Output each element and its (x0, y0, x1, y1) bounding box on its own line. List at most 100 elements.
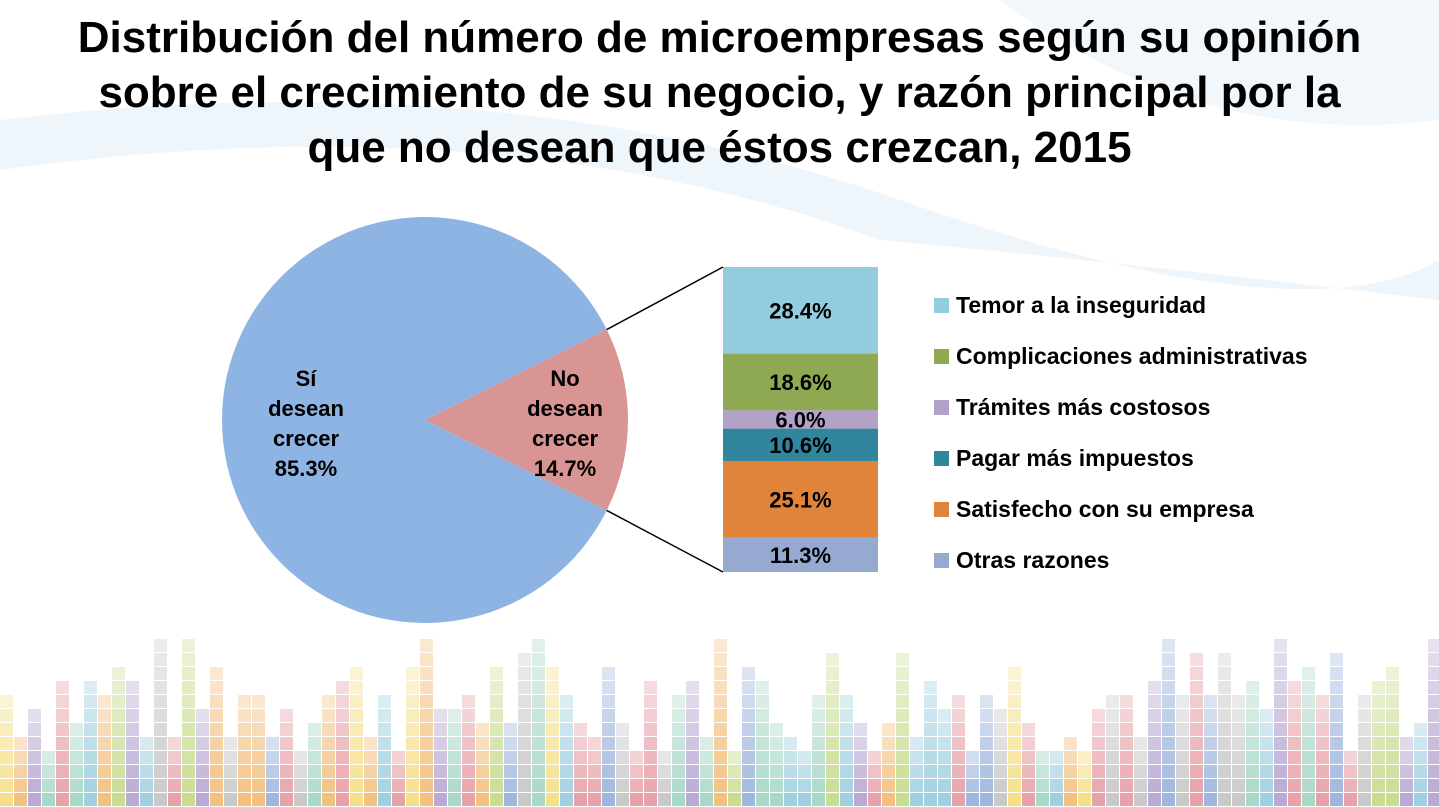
mosaic-tile (1246, 695, 1259, 708)
mosaic-tile (266, 793, 279, 806)
mosaic-tile (770, 793, 783, 806)
mosaic-tile (1288, 709, 1301, 722)
mosaic-tile (770, 779, 783, 792)
mosaic-tile (742, 793, 755, 806)
mosaic-tile (574, 751, 587, 764)
mosaic-tile (84, 709, 97, 722)
mosaic-tile (756, 765, 769, 778)
bar-data-label-1: 28.4% (769, 298, 831, 323)
mosaic-tile (504, 779, 517, 792)
mosaic-tile (126, 793, 139, 806)
mosaic-tile (1414, 751, 1427, 764)
mosaic-tile (1358, 779, 1371, 792)
mosaic-tile (1204, 695, 1217, 708)
mosaic-tile (322, 737, 335, 750)
mosaic-tile (1092, 709, 1105, 722)
mosaic-tile (1372, 765, 1385, 778)
mosaic-tile (1330, 723, 1343, 736)
mosaic-tile (1064, 751, 1077, 764)
mosaic-tile (350, 723, 363, 736)
mosaic-tile (714, 639, 727, 652)
mosaic-tile (980, 737, 993, 750)
mosaic-tile (1008, 737, 1021, 750)
mosaic-tile (1162, 793, 1175, 806)
mosaic-tile (854, 723, 867, 736)
mosaic-tile (546, 779, 559, 792)
mosaic-tile (1148, 695, 1161, 708)
mosaic-tile (434, 709, 447, 722)
mosaic-tile (1274, 793, 1287, 806)
mosaic-tile (644, 779, 657, 792)
mosaic-tile (1050, 765, 1063, 778)
mosaic-tile (546, 751, 559, 764)
mosaic-tile (378, 695, 391, 708)
mosaic-tile (448, 793, 461, 806)
mosaic-tile (1274, 709, 1287, 722)
mosaic-tile (1134, 793, 1147, 806)
mosaic-tile (182, 695, 195, 708)
mosaic-tile (1036, 779, 1049, 792)
mosaic-tile (462, 737, 475, 750)
mosaic-tile (280, 765, 293, 778)
mosaic-tile (336, 765, 349, 778)
mosaic-tile (1204, 737, 1217, 750)
mosaic-tile (630, 793, 643, 806)
mosaic-tile (490, 695, 503, 708)
mosaic-tile (196, 765, 209, 778)
mosaic-tile (154, 639, 167, 652)
mosaic-tile (560, 793, 573, 806)
mosaic-tile (84, 779, 97, 792)
mosaic-tile (896, 765, 909, 778)
mosaic-tile (1120, 779, 1133, 792)
mosaic-tile (462, 709, 475, 722)
mosaic-tile (630, 779, 643, 792)
mosaic-tile (574, 723, 587, 736)
mosaic-tile (350, 737, 363, 750)
mosaic-tile (616, 793, 629, 806)
mosaic-tile (672, 793, 685, 806)
mosaic-tile (1246, 765, 1259, 778)
mosaic-tile (168, 765, 181, 778)
mosaic-tile (1120, 751, 1133, 764)
mosaic-tile (350, 751, 363, 764)
mosaic-tile (1008, 779, 1021, 792)
mosaic-tile (1162, 723, 1175, 736)
mosaic-tile (364, 737, 377, 750)
mosaic-tile (294, 765, 307, 778)
bar-segment-3 (723, 410, 878, 429)
mosaic-tile (196, 737, 209, 750)
mosaic-tile (714, 723, 727, 736)
mosaic-tile (770, 723, 783, 736)
mosaic-tile (1428, 681, 1439, 694)
mosaic-tile (1400, 765, 1413, 778)
mosaic-tile (1344, 793, 1357, 806)
mosaic-tile (1302, 695, 1315, 708)
mosaic-tile (532, 723, 545, 736)
mosaic-tile (1302, 793, 1315, 806)
mosaic-tile (686, 751, 699, 764)
mosaic-tile (518, 793, 531, 806)
mosaic-tile (1218, 737, 1231, 750)
mosaic-tile (1134, 737, 1147, 750)
mosaic-tile (1176, 709, 1189, 722)
mosaic-tile (1414, 737, 1427, 750)
mosaic-tile (938, 765, 951, 778)
mosaic-tile (1302, 667, 1315, 680)
mosaic-tile (476, 751, 489, 764)
mosaic-tile (1260, 793, 1273, 806)
mosaic-tile (1190, 709, 1203, 722)
mosaic-tile (1274, 695, 1287, 708)
mosaic-tile (728, 751, 741, 764)
mosaic-tile (854, 793, 867, 806)
mosaic-tile (728, 765, 741, 778)
mosaic-tile (532, 695, 545, 708)
mosaic-tile (770, 751, 783, 764)
mosaic-tile (56, 695, 69, 708)
mosaic-tile (14, 765, 27, 778)
mosaic-tile (840, 737, 853, 750)
mosaic-tile (210, 779, 223, 792)
mosaic-tile (812, 793, 825, 806)
mosaic-tile (672, 765, 685, 778)
mosaic-tile (574, 765, 587, 778)
mosaic-tile (938, 779, 951, 792)
